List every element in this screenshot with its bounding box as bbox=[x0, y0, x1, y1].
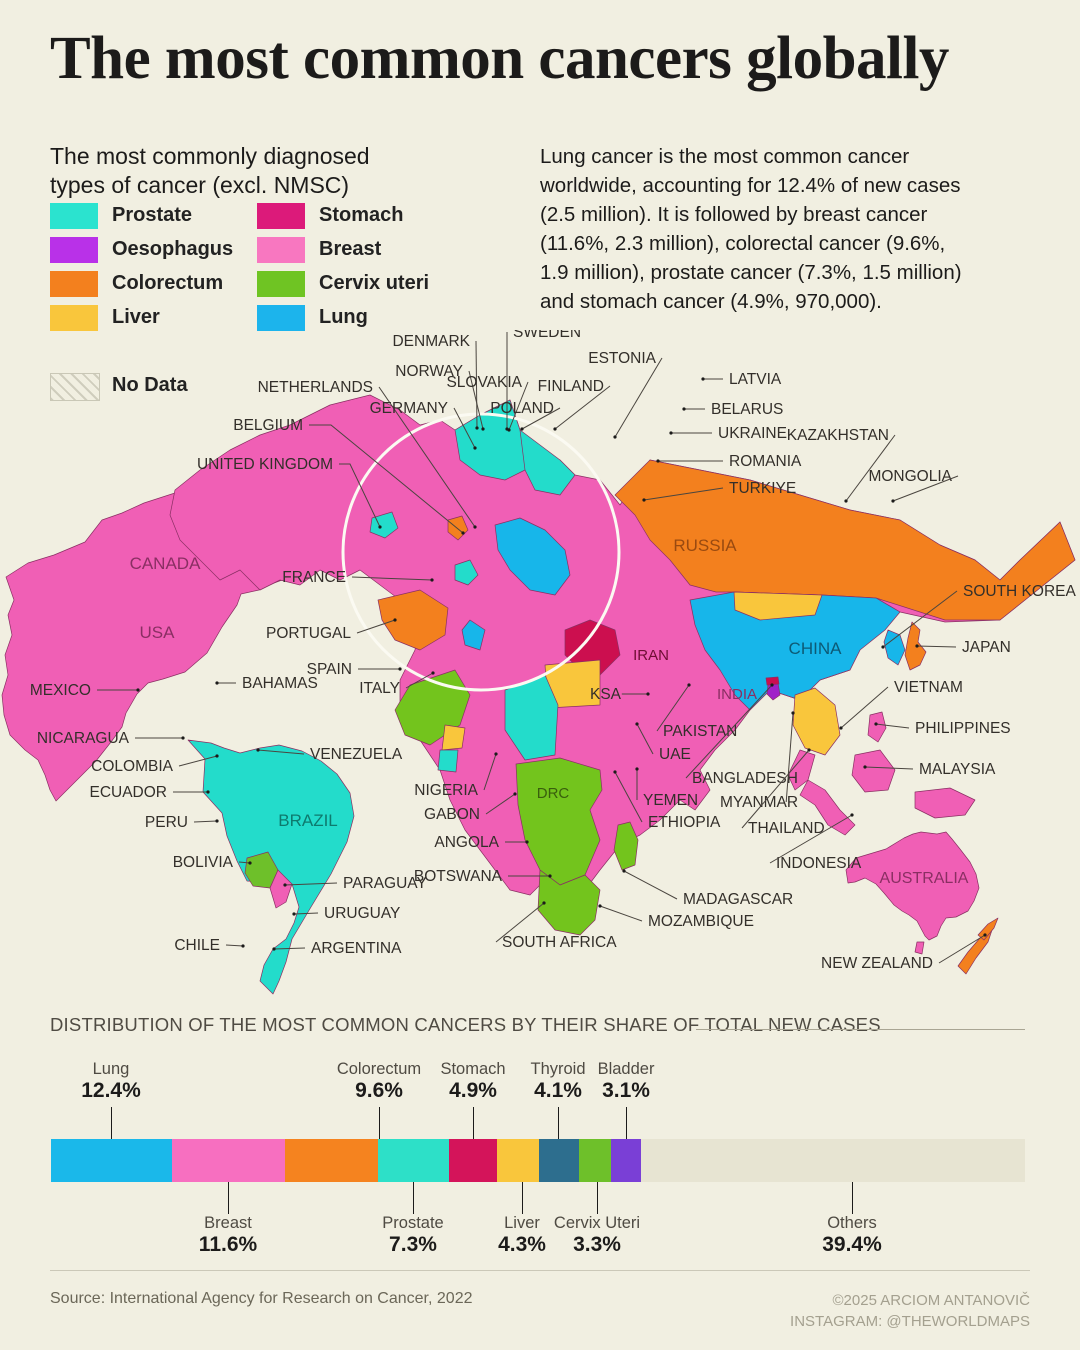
svg-text:KSA: KSA bbox=[590, 686, 622, 703]
svg-text:ITALY: ITALY bbox=[359, 680, 400, 697]
svg-text:PHILIPPINES: PHILIPPINES bbox=[915, 720, 1011, 737]
svg-text:UNITED KINGDOM: UNITED KINGDOM bbox=[197, 456, 333, 473]
svg-text:THAILAND: THAILAND bbox=[748, 820, 825, 837]
svg-text:COLOMBIA: COLOMBIA bbox=[91, 758, 173, 775]
svg-text:MADAGASCAR: MADAGASCAR bbox=[683, 891, 793, 908]
svg-text:AUSTRALIA: AUSTRALIA bbox=[880, 870, 969, 887]
svg-text:ANGOLA: ANGOLA bbox=[434, 834, 499, 851]
svg-text:BANGLADESH: BANGLADESH bbox=[692, 770, 798, 787]
svg-text:PERU: PERU bbox=[145, 814, 188, 831]
svg-text:UKRAINE: UKRAINE bbox=[718, 425, 787, 442]
svg-text:JAPAN: JAPAN bbox=[962, 639, 1011, 656]
svg-text:GABON: GABON bbox=[424, 806, 480, 823]
svg-text:USA: USA bbox=[140, 623, 176, 642]
svg-text:CHILE: CHILE bbox=[174, 937, 220, 954]
svg-text:SOUTH AFRICA: SOUTH AFRICA bbox=[502, 934, 617, 951]
svg-text:TURKIYE: TURKIYE bbox=[729, 480, 796, 497]
svg-text:DENMARK: DENMARK bbox=[392, 333, 470, 350]
svg-text:NEW ZEALAND: NEW ZEALAND bbox=[821, 955, 933, 972]
svg-text:SWEDEN: SWEDEN bbox=[513, 330, 581, 341]
svg-text:UAE: UAE bbox=[659, 746, 691, 763]
svg-text:NIGERIA: NIGERIA bbox=[414, 782, 478, 799]
svg-text:INDONESIA: INDONESIA bbox=[776, 855, 862, 872]
svg-text:BOTSWANA: BOTSWANA bbox=[414, 868, 503, 885]
svg-text:MALAYSIA: MALAYSIA bbox=[919, 761, 996, 778]
svg-text:SOUTH KOREA: SOUTH KOREA bbox=[963, 583, 1076, 600]
svg-text:BOLIVIA: BOLIVIA bbox=[173, 854, 234, 871]
svg-text:BAHAMAS: BAHAMAS bbox=[242, 675, 318, 692]
svg-text:DRC: DRC bbox=[537, 785, 570, 802]
svg-text:ROMANIA: ROMANIA bbox=[729, 453, 802, 470]
svg-text:SLOVAKIA: SLOVAKIA bbox=[446, 374, 522, 391]
svg-text:GERMANY: GERMANY bbox=[370, 400, 448, 417]
svg-text:POLAND: POLAND bbox=[490, 400, 554, 417]
svg-text:INDIA: INDIA bbox=[717, 686, 757, 703]
svg-text:VENEZUELA: VENEZUELA bbox=[310, 746, 403, 763]
svg-text:NETHERLANDS: NETHERLANDS bbox=[258, 379, 373, 396]
svg-text:YEMEN: YEMEN bbox=[643, 792, 698, 809]
svg-text:CHINA: CHINA bbox=[789, 639, 843, 658]
svg-text:ARGENTINA: ARGENTINA bbox=[311, 940, 402, 957]
svg-text:LATVIA: LATVIA bbox=[729, 371, 782, 388]
svg-text:IRAN: IRAN bbox=[633, 647, 669, 664]
svg-text:BELGIUM: BELGIUM bbox=[233, 417, 303, 434]
svg-text:FRANCE: FRANCE bbox=[282, 569, 346, 586]
svg-text:ECUADOR: ECUADOR bbox=[89, 784, 167, 801]
svg-text:PAKISTAN: PAKISTAN bbox=[663, 723, 737, 740]
svg-text:ESTONIA: ESTONIA bbox=[588, 350, 656, 367]
svg-text:ETHIOPIA: ETHIOPIA bbox=[648, 814, 721, 831]
svg-text:BELARUS: BELARUS bbox=[711, 401, 783, 418]
svg-text:CANADA: CANADA bbox=[130, 554, 202, 573]
svg-text:MEXICO: MEXICO bbox=[30, 682, 91, 699]
svg-text:RUSSIA: RUSSIA bbox=[673, 536, 737, 555]
svg-text:VIETNAM: VIETNAM bbox=[894, 679, 963, 696]
svg-text:PORTUGAL: PORTUGAL bbox=[266, 625, 351, 642]
svg-text:KAZAKHSTAN: KAZAKHSTAN bbox=[787, 427, 889, 444]
svg-text:MOZAMBIQUE: MOZAMBIQUE bbox=[648, 913, 754, 930]
svg-text:NICARAGUA: NICARAGUA bbox=[37, 730, 130, 747]
svg-text:URUGUAY: URUGUAY bbox=[324, 905, 400, 922]
svg-text:FINLAND: FINLAND bbox=[538, 378, 604, 395]
svg-text:BRAZIL: BRAZIL bbox=[278, 811, 338, 830]
